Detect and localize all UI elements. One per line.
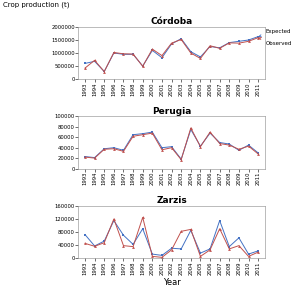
Title: Córdoba: Córdoba bbox=[150, 17, 193, 26]
X-axis label: Year: Year bbox=[163, 278, 180, 287]
Title: Perugia: Perugia bbox=[152, 107, 191, 116]
Text: Crop production (t): Crop production (t) bbox=[3, 2, 70, 8]
Title: Zarzis: Zarzis bbox=[156, 196, 187, 205]
Text: Expected: Expected bbox=[259, 29, 291, 37]
Text: Observed: Observed bbox=[259, 38, 292, 46]
